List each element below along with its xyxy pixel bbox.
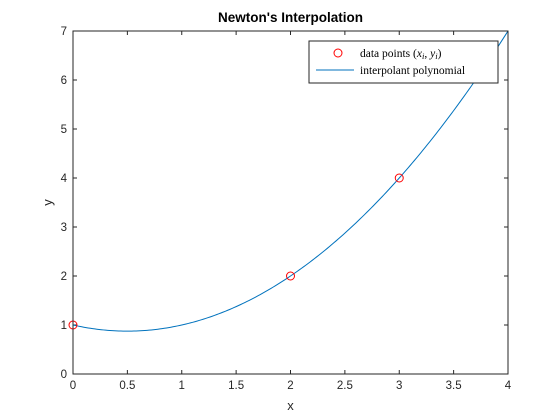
legend-box [308,40,499,84]
legend-label-data-points: data points (xi, yi) [360,48,442,61]
legend-label-interpolant: interpolant polynomial [360,65,465,77]
y-tick-label: 2 [61,271,67,283]
chart-title: Newton's Interpolation [218,10,363,25]
x-tick-label: 0 [70,380,76,392]
x-tick-label: 2.5 [337,380,353,392]
y-tick-label: 0 [61,369,67,381]
y-tick-label: 1 [61,320,67,332]
x-tick-label: 2 [287,380,293,392]
plot-area [73,31,508,374]
legend: data points (xi, yi) interpolant polynom… [308,40,499,84]
data-point [286,271,295,281]
x-axis-label: x [287,398,294,413]
y-tick-label: 5 [61,124,67,136]
x-tick-label: 4 [505,380,512,392]
x-tick-label: 1.5 [228,380,244,392]
y-axis-label: y [40,199,55,206]
axes-box [72,30,509,375]
interpolant-polynomial-line [72,30,509,332]
legend-marker-data-points [333,48,343,58]
axis-ticks: 0 0.5 1 1.5 2 2.5 3 3.5 4 0 1 2 3 4 5 6 7 [61,26,512,392]
y-tick-label: 3 [61,222,67,234]
x-tick-label: 0.5 [119,380,135,392]
x-tick-label: 1 [179,380,185,392]
y-tick-label: 7 [61,26,67,38]
y-tick-label: 6 [61,75,67,87]
series-layer [68,30,509,332]
x-tick-label: 3.5 [446,380,462,392]
y-tick-label: 4 [61,173,68,185]
x-tick-label: 3 [396,380,402,392]
data-point [394,173,404,183]
